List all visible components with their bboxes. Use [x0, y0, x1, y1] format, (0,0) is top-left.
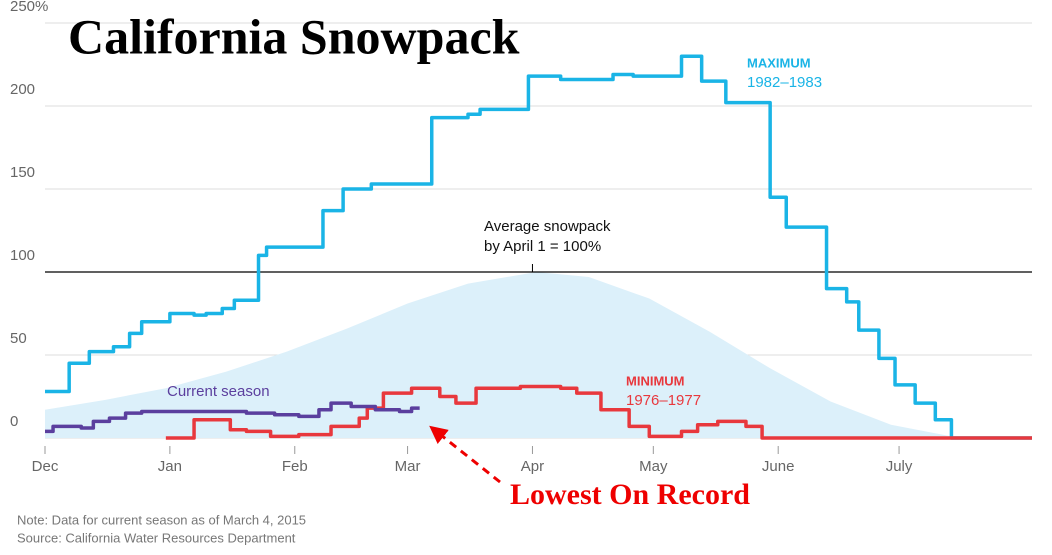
average-area — [45, 272, 980, 438]
y-tick-label: 250% — [10, 0, 48, 15]
y-tick-label: 0 — [10, 413, 18, 430]
annotation-arrow — [429, 425, 501, 484]
x-tick-label: June — [762, 458, 795, 475]
x-tick-label: Jan — [158, 458, 182, 475]
series-period: 1976–1977 — [626, 392, 701, 409]
chart-title: California Snowpack — [68, 8, 520, 64]
average-label: by April 1 = 100% — [484, 238, 601, 255]
series-label: MINIMUM — [626, 373, 685, 388]
y-tick-label: 100 — [10, 247, 35, 264]
average-label: Average snowpack — [484, 218, 611, 235]
annotation: Lowest On Record — [510, 478, 750, 511]
x-tick-label: May — [639, 458, 668, 475]
series-label: MAXIMUM — [747, 55, 811, 70]
x-tick-label: July — [886, 458, 913, 475]
note: Note: Data for current season as of Marc… — [17, 512, 306, 527]
x-tick-label: Mar — [395, 458, 421, 475]
y-tick-label: 50 — [10, 330, 27, 347]
plot-area: 0 50 100 150 200 250% Dec Jan Feb Mar Apr May June Ju… — [10, 0, 1032, 475]
x-tick-label: Apr — [521, 458, 544, 475]
series-label: Current season — [167, 383, 270, 400]
series-line — [45, 54, 1032, 440]
series-line — [45, 401, 420, 434]
x-tick-label: Dec — [32, 458, 59, 475]
series-period: 1982–1983 — [747, 74, 822, 91]
x-tick-label: Feb — [282, 458, 308, 475]
series-line — [165, 384, 1032, 440]
y-tick-label: 200 — [10, 81, 35, 98]
y-tick-label: 150 — [10, 164, 35, 181]
note: Source: California Water Resources Depar… — [17, 530, 296, 545]
